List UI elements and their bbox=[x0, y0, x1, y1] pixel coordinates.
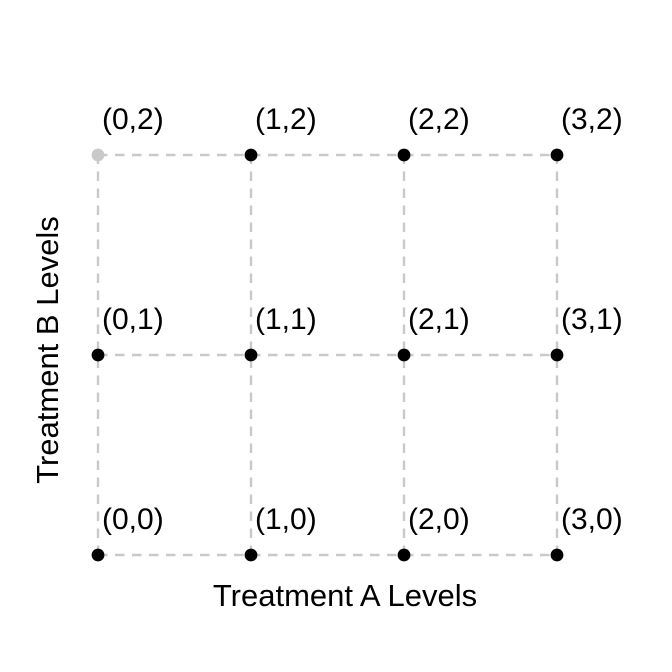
point-label: (1,1) bbox=[255, 303, 317, 336]
point-label: (2,1) bbox=[408, 303, 470, 336]
point-label: (2,2) bbox=[408, 103, 470, 136]
data-point bbox=[550, 148, 564, 162]
point-label: (0,2) bbox=[102, 103, 164, 136]
y-axis-title: Treatment B Levels bbox=[30, 216, 65, 484]
point-label: (3,0) bbox=[561, 503, 623, 536]
data-point bbox=[550, 348, 564, 362]
data-point bbox=[397, 148, 411, 162]
point-label: (2,0) bbox=[408, 503, 470, 536]
data-point bbox=[91, 148, 105, 162]
data-point bbox=[91, 548, 105, 562]
data-point bbox=[397, 548, 411, 562]
data-point bbox=[244, 548, 258, 562]
point-label: (3,2) bbox=[561, 103, 623, 136]
data-point bbox=[91, 348, 105, 362]
point-label: (0,0) bbox=[102, 503, 164, 536]
point-label: (0,1) bbox=[102, 303, 164, 336]
data-point bbox=[550, 548, 564, 562]
data-point bbox=[244, 348, 258, 362]
data-point bbox=[397, 348, 411, 362]
point-label: (1,0) bbox=[255, 503, 317, 536]
x-axis-title: Treatment A Levels bbox=[212, 578, 478, 613]
data-point bbox=[244, 148, 258, 162]
point-label: (3,1) bbox=[561, 303, 623, 336]
point-label: (1,2) bbox=[255, 103, 317, 136]
